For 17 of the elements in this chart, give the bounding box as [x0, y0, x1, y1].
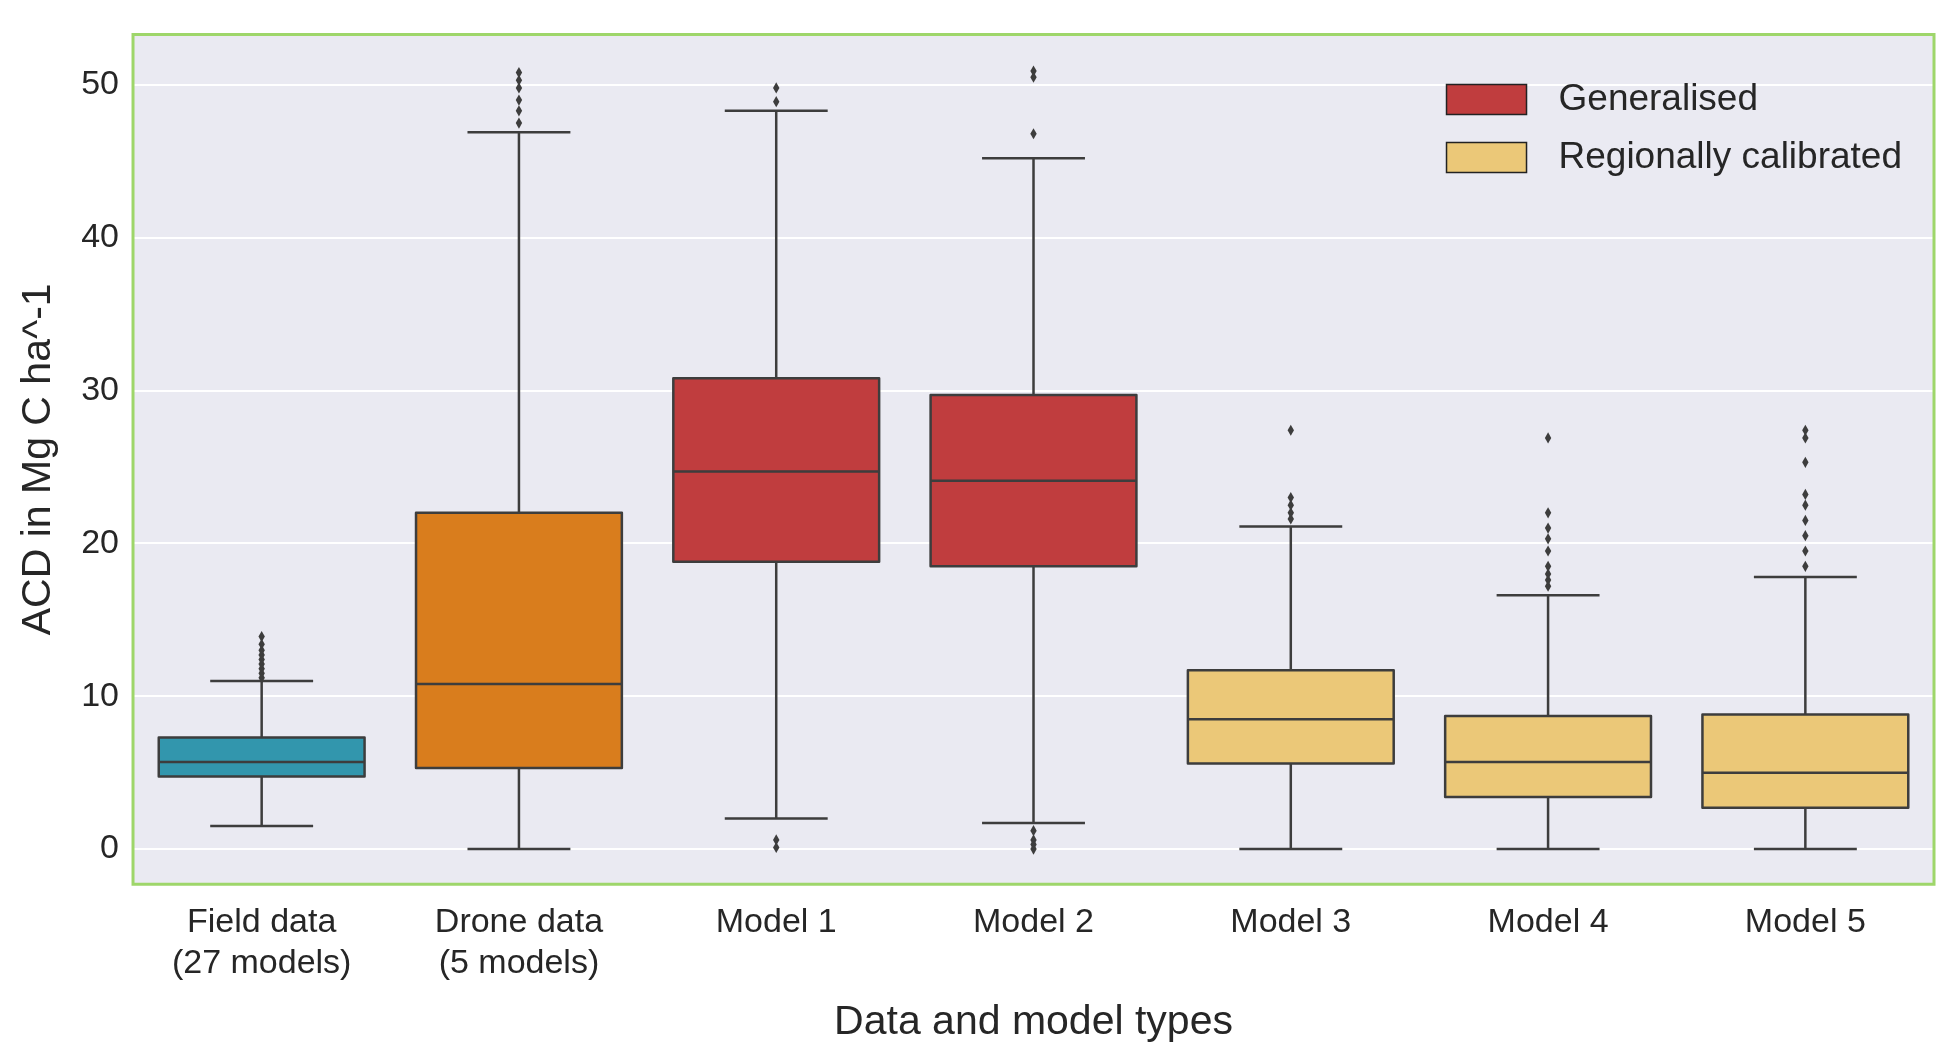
y-tick-label: 50	[81, 63, 120, 102]
x-tick-label: Model 4	[1487, 900, 1609, 939]
legend-label: Generalised	[1558, 76, 1759, 118]
y-tick-label: 10	[81, 674, 120, 713]
x-tick-label: Model 2	[973, 900, 1094, 939]
y-tick-label: 20	[81, 521, 120, 560]
x-tick-label: Model 5	[1744, 900, 1866, 939]
x-axis-title: Data and model types	[834, 996, 1233, 1043]
x-tick-label: Field data (27 models)	[171, 900, 352, 980]
x-tick-label: Model 1	[715, 900, 837, 939]
y-tick-label: 0	[100, 827, 120, 866]
legend-label: Regionally calibrated	[1558, 134, 1903, 176]
x-tick-label: Drone data (5 models)	[434, 900, 604, 980]
y-tick-label: 40	[81, 216, 120, 255]
y-tick-label: 30	[81, 368, 120, 407]
y-axis-title: ACD in Mg C ha^-1	[12, 283, 59, 636]
x-tick-label: Model 3	[1230, 900, 1352, 939]
